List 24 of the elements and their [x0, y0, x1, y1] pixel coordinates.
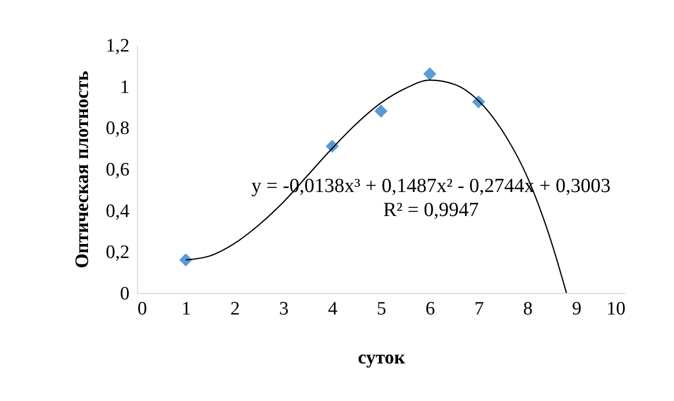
- point: [423, 67, 436, 80]
- x-tick-label: 1: [182, 298, 192, 320]
- annotation: R² = 0,9947: [383, 199, 479, 221]
- x-tick-label: 3: [279, 298, 289, 320]
- x-tick-label: 0: [138, 298, 147, 320]
- x-axis-title: суток: [358, 348, 406, 368]
- point: [179, 253, 192, 266]
- y-tick-label: 0,6: [106, 160, 130, 180]
- x-tick-label: 7: [474, 298, 484, 320]
- y-axis-title: Оптическая плотность: [72, 70, 93, 268]
- x-tick-label: 8: [523, 298, 533, 320]
- y-tick-label: 0,2: [106, 242, 130, 264]
- y-tick-label: 0,8: [106, 118, 130, 140]
- x-tick-label: 5: [376, 298, 386, 320]
- point: [374, 104, 388, 118]
- x-tick-label: 2: [230, 298, 240, 320]
- y-tick-label: 0: [120, 284, 130, 304]
- y-tick-label: 1,2: [106, 36, 130, 56]
- x-tick-label: 10: [606, 298, 626, 320]
- x-tick-label: 4: [328, 298, 338, 320]
- y-tick-label: 1: [120, 76, 130, 98]
- x-tick-label: 6: [426, 298, 436, 320]
- x-tick-label: 9: [572, 298, 582, 320]
- y-tick-label: 0,4: [106, 200, 130, 222]
